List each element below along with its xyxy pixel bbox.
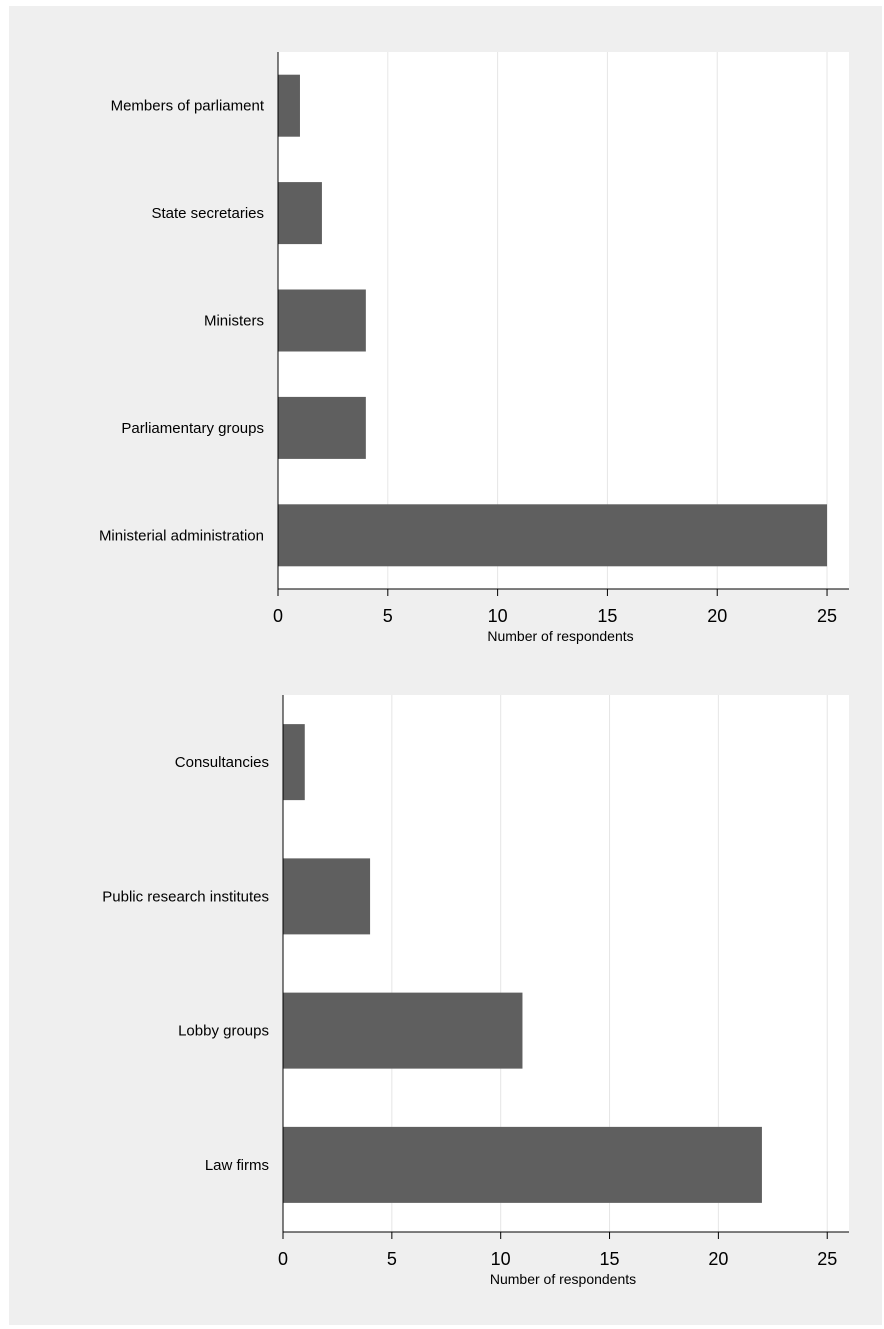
category-label: Ministerial administration bbox=[99, 527, 264, 544]
category-label: Lobby groups bbox=[178, 1023, 269, 1040]
x-tick-label: 10 bbox=[491, 1249, 511, 1269]
x-tick-label: 15 bbox=[600, 1249, 620, 1269]
x-tick-label: 25 bbox=[817, 1249, 837, 1269]
chart-1: Members of parliament State secretaries Mi… bbox=[99, 52, 849, 644]
plot-area bbox=[278, 52, 849, 589]
bar-lobby-groups bbox=[283, 992, 523, 1069]
bar-state-secretaries bbox=[278, 182, 322, 245]
x-tick-label: 20 bbox=[707, 606, 727, 626]
category-label: Members of parliament bbox=[111, 98, 265, 115]
x-tick-label: 5 bbox=[387, 1249, 397, 1269]
category-label: Ministers bbox=[204, 313, 264, 330]
x-tick-label: 0 bbox=[278, 1249, 288, 1269]
x-tick-label: 10 bbox=[488, 606, 508, 626]
bar-ministers bbox=[278, 289, 366, 352]
category-label: State secretaries bbox=[151, 205, 264, 222]
x-tick-label: 15 bbox=[597, 606, 617, 626]
x-tick-label: 20 bbox=[708, 1249, 728, 1269]
x-tick-label: 5 bbox=[383, 606, 393, 626]
category-label: Law firms bbox=[205, 1157, 269, 1174]
x-tick-label: 25 bbox=[817, 606, 837, 626]
bar-public-research-institutes bbox=[283, 858, 371, 935]
bar-consultancies bbox=[283, 724, 305, 801]
bar-parliamentary-groups bbox=[278, 396, 366, 459]
chart-2: Consultancies Public research institutes L… bbox=[102, 695, 849, 1287]
x-tick-label: 0 bbox=[273, 606, 283, 626]
x-axis-title: Number of respondents bbox=[487, 628, 633, 644]
bar-ministerial-administration bbox=[278, 504, 828, 567]
category-label: Consultancies bbox=[175, 754, 269, 771]
category-label: Public research institutes bbox=[102, 888, 269, 905]
bar-law-firms bbox=[283, 1126, 762, 1203]
bar-members-of-parliament bbox=[278, 74, 300, 137]
category-label: Parliamentary groups bbox=[121, 420, 264, 437]
x-axis-title: Number of respondents bbox=[490, 1271, 636, 1287]
